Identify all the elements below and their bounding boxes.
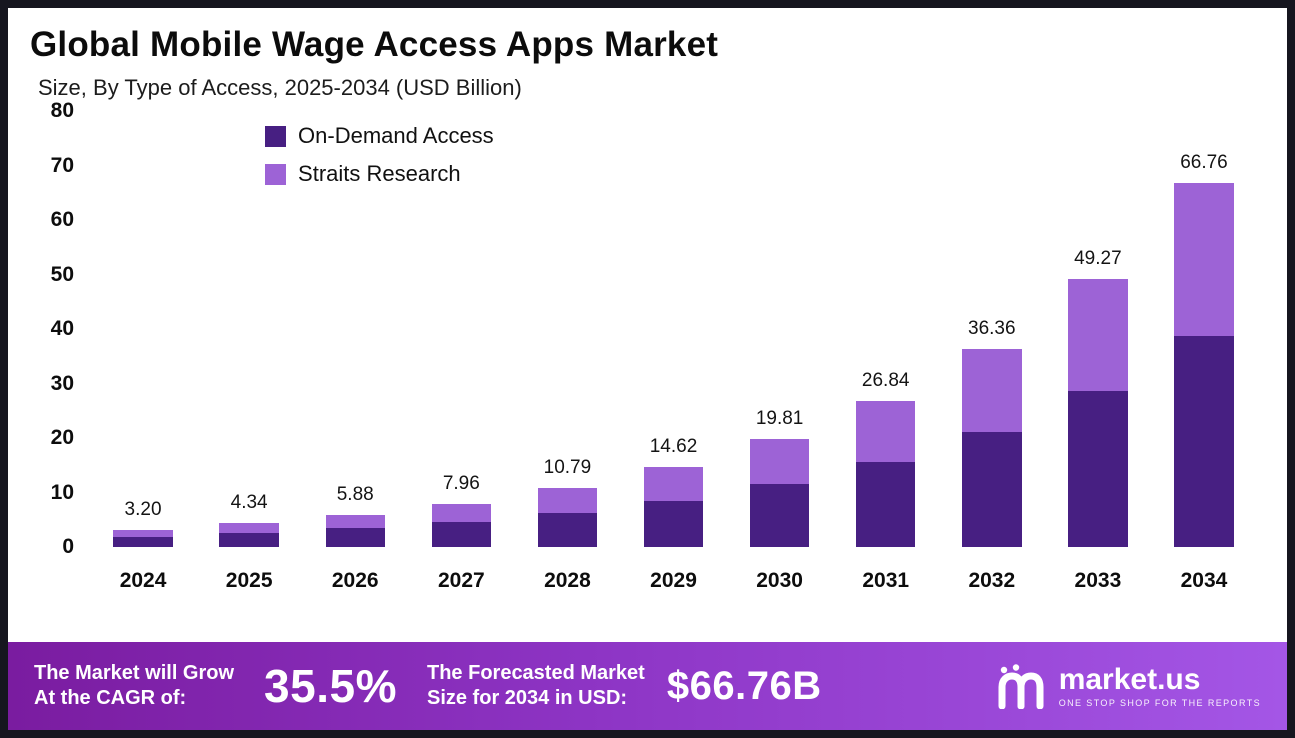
bar-segment-on-demand-access [962, 432, 1022, 547]
header: Global Mobile Wage Access Apps Market Si… [8, 8, 1287, 101]
cagr-label: The Market will Grow At the CAGR of: [34, 661, 234, 711]
y-tick-label: 70 [50, 153, 74, 177]
logo-textwrap: market.us ONE STOP SHOP FOR THE REPORTS [1059, 664, 1261, 709]
bar-segment-on-demand-access [856, 462, 916, 547]
bar-segment-straits-research [219, 523, 279, 534]
logo-text: market.us [1058, 662, 1201, 696]
bar-segment-straits-research [962, 348, 1022, 433]
bar-group-2024: 3.20 [90, 111, 196, 547]
bar-segment-on-demand-access [219, 533, 279, 547]
forecast-value: $66.76B [666, 663, 822, 708]
legend-swatch [265, 163, 287, 185]
y-tick-label: 60 [50, 208, 74, 231]
bar-total-label: 49.27 [1074, 247, 1122, 269]
bar-group-2026: 5.88 [302, 111, 408, 547]
chart-subtitle: Size, By Type of Access, 2025-2034 (USD … [38, 75, 522, 100]
bar-total-label: 7.96 [442, 472, 480, 494]
bar-segment-on-demand-access [113, 536, 173, 547]
bar-group-2030: 19.81 [727, 111, 833, 547]
bar-segment-straits-research [113, 529, 173, 537]
bar-group-2033: 49.27 [1045, 111, 1151, 547]
x-axis-label-2032: 2032 [968, 569, 1016, 592]
plot-wrap: On-Demand Access Straits Research 3.20 4.3… [90, 111, 1257, 593]
y-tick-label: 80 [50, 99, 74, 122]
x-axis-label-2029: 2029 [650, 569, 697, 592]
x-axis-label-2026: 2026 [331, 569, 379, 592]
bar-total-label: 14.62 [649, 436, 698, 458]
bar-group-2025: 4.34 [196, 111, 302, 547]
bar-group-2034: 66.76 [1151, 111, 1257, 547]
x-axis-label-2031: 2031 [862, 569, 910, 592]
chart: 0 10 20 30 40 50 60 70 80 On-Demand Access Strait… [8, 99, 1287, 593]
bar-segment-straits-research [1174, 183, 1234, 336]
cagr-value: 35.5% [264, 660, 397, 712]
marketus-logo: market.us ONE STOP SHOP FOR THE REPORTS [995, 663, 1261, 709]
legend-swatch [265, 125, 287, 147]
y-tick-label: 30 [50, 371, 74, 395]
forecast-label: The Forecasted Market Size for 2034 in U… [427, 661, 645, 711]
bar-segment-straits-research [643, 467, 704, 501]
cagr-label-line2: At the CAGR of: [34, 687, 187, 709]
legend-item: Straits Research [265, 161, 494, 187]
x-axis: 2024 2025 2026 2027 2028 2029 2030 2031 2032 2033… [90, 569, 1257, 593]
bar-segment-on-demand-access [325, 528, 385, 547]
infographic-body: Global Mobile Wage Access Apps Market Si… [8, 8, 1287, 730]
bar-total-label: 36.36 [968, 317, 1016, 339]
x-axis-label-2027: 2027 [437, 569, 485, 592]
bar-segment-on-demand-access [537, 512, 598, 547]
chart-row: 0 10 20 30 40 50 60 70 80 On-Demand Access Strait… [30, 99, 1257, 593]
bar-segment-straits-research [325, 514, 385, 529]
y-tick-label: 10 [50, 480, 74, 504]
bar-segment-straits-research [431, 503, 492, 522]
bar-group-2028: 10.79 [514, 111, 620, 547]
cagr-label-line1: The Market will Grow [34, 662, 235, 684]
marketus-logo-icon [995, 663, 1049, 709]
x-axis-label-2034: 2034 [1180, 569, 1228, 592]
bar-group-2032: 36.36 [939, 111, 1045, 547]
bar-total-label: 66.76 [1180, 152, 1228, 174]
bar-group-2031: 26.84 [833, 111, 939, 547]
x-axis-label-2025: 2025 [225, 569, 273, 592]
plot-area: On-Demand Access Straits Research 3.20 4.3… [90, 111, 1257, 547]
bar-segment-straits-research [537, 488, 598, 513]
bar-segment-on-demand-access [1068, 391, 1128, 547]
legend: On-Demand Access Straits Research [265, 123, 494, 187]
y-tick-label: 20 [50, 426, 74, 449]
y-tick-label: 40 [50, 317, 74, 340]
legend-label: Straits Research [298, 161, 461, 186]
x-axis-label-2028: 2028 [544, 569, 591, 592]
x-axis-label-2030: 2030 [756, 569, 803, 592]
bar-segment-straits-research [749, 439, 810, 485]
bar-segment-on-demand-access [431, 521, 492, 547]
bar-total-label: 19.81 [755, 408, 804, 430]
bar-total-label: 5.88 [336, 483, 374, 505]
bar-segment-on-demand-access [1174, 335, 1234, 547]
bar-segment-straits-research [856, 400, 916, 463]
bar-total-label: 10.79 [543, 457, 592, 479]
bar-total-label: 4.34 [230, 492, 268, 514]
y-tick-label: 0 [62, 535, 74, 558]
legend-label: On-Demand Access [298, 123, 494, 148]
bar-total-label: 3.20 [124, 498, 162, 520]
x-axis-label-2033: 2033 [1074, 569, 1122, 592]
bar-group-2029: 14.62 [620, 111, 726, 547]
y-axis: 0 10 20 30 40 50 60 70 80 [30, 99, 90, 558]
logo-tagline: ONE STOP SHOP FOR THE REPORTS [1058, 698, 1261, 709]
x-axis-label-2024: 2024 [119, 569, 167, 592]
y-tick-label: 50 [50, 262, 74, 286]
bar-segment-straits-research [1068, 278, 1128, 392]
chart-title: Global Mobile Wage Access Apps Market [30, 25, 719, 64]
bar-segment-on-demand-access [749, 484, 810, 547]
bar-total-label: 26.84 [861, 369, 910, 391]
forecast-label-line1: The Forecasted Market [426, 662, 645, 684]
legend-item: On-Demand Access [265, 123, 494, 149]
footer-banner: The Market will Grow At the CAGR of: 35.… [8, 642, 1287, 730]
forecast-label-line2: Size for 2034 in USD: [426, 687, 628, 709]
bar-segment-on-demand-access [643, 500, 704, 547]
bar-group-2027: 7.96 [408, 111, 514, 547]
